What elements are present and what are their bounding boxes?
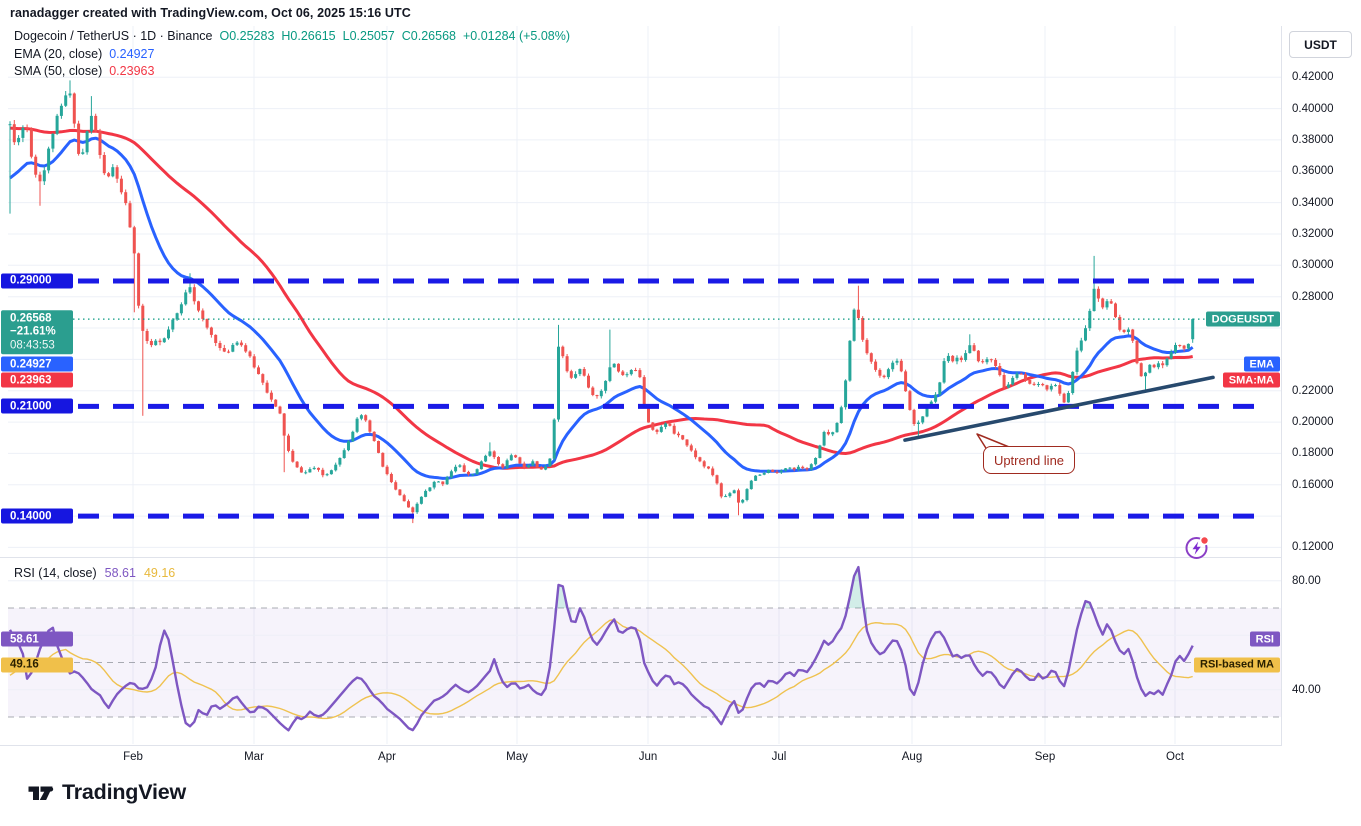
- time-axis-separator: [0, 745, 1361, 746]
- level-badge-014: 0.14000: [1, 508, 73, 524]
- price-tick-label: 0.28000: [1292, 290, 1334, 303]
- rsi-ma-axis-badge: 49.16: [1, 657, 73, 673]
- time-scale[interactable]: Feb Mar Apr May Jun Jul Aug Sep Oct: [0, 746, 1361, 768]
- rsi-line-tag: RSI: [1249, 631, 1280, 647]
- attribution-text: ranadagger created with TradingView.com,…: [10, 6, 411, 20]
- time-axis-month-label: Jun: [638, 751, 658, 763]
- ohlc-low: L0.25057: [342, 29, 395, 43]
- currency-toggle-button[interactable]: USDT: [1289, 31, 1352, 58]
- tradingview-logo[interactable]: TradingView: [27, 779, 186, 806]
- ohlc-change: +0.01284 (+5.08%): [462, 29, 571, 43]
- time-axis-month-label: Feb: [123, 751, 143, 763]
- change-percent-value: −21.61%: [10, 325, 56, 338]
- price-tick-label: 0.32000: [1292, 227, 1334, 240]
- tradingview-logo-text: TradingView: [62, 780, 187, 804]
- rsi-legend-label[interactable]: RSI (14, close): [14, 566, 97, 580]
- symbol-legend[interactable]: Dogecoin / TetherUS · 1D · Binance O0.25…: [14, 28, 570, 81]
- sma-legend-value: 0.23963: [109, 64, 155, 78]
- time-axis-month-label: Oct: [1166, 751, 1184, 763]
- sma-legend-label[interactable]: SMA (50, close): [14, 64, 103, 78]
- price-tick-label: 0.18000: [1292, 447, 1334, 460]
- price-tick-label: 0.20000: [1292, 416, 1334, 429]
- sma-axis-badge: 0.23963: [1, 372, 73, 388]
- level-badge-021: 0.21000: [1, 398, 73, 414]
- level-badge-029: 0.29000: [1, 273, 73, 289]
- price-tick-label: 0.38000: [1292, 133, 1334, 146]
- price-scale-separator: [1281, 26, 1282, 768]
- ohlc-high: H0.26615: [281, 29, 336, 43]
- rsi-legend[interactable]: RSI (14, close) 58.61 49.16: [14, 566, 175, 580]
- price-tick-label: 0.40000: [1292, 102, 1334, 115]
- rsi-ma-legend-value: 49.16: [143, 566, 176, 580]
- uptrend-line-callout[interactable]: Uptrend line: [983, 446, 1075, 474]
- symbol-title[interactable]: Dogecoin / TetherUS · 1D · Binance: [14, 29, 213, 43]
- bar-countdown: 08:43:53: [10, 338, 55, 351]
- ohlc-open: O0.25283: [219, 29, 275, 43]
- ema-line-tag: EMA: [1243, 356, 1280, 372]
- price-tick-label: 0.42000: [1292, 71, 1334, 84]
- price-tick-label: 0.36000: [1292, 165, 1334, 178]
- rsi-ma-line-tag: RSI-based MA: [1194, 657, 1280, 673]
- sma-line-tag: SMA:MA: [1222, 372, 1280, 388]
- price-scale[interactable]: 0.42000 0.40000 0.38000 0.36000 0.34000 0.320…: [1282, 26, 1361, 768]
- time-axis-month-label: Apr: [378, 751, 396, 763]
- pane-separator[interactable]: [0, 557, 1361, 558]
- flash-boost-icon[interactable]: [1182, 532, 1212, 562]
- time-axis-month-label: Jul: [771, 751, 787, 763]
- time-axis-month-label: Sep: [1034, 751, 1056, 763]
- rsi-legend-value: 58.61: [104, 566, 136, 580]
- time-axis-month-label: May: [506, 751, 528, 763]
- time-axis-month-label: Mar: [244, 751, 264, 763]
- ohlc-close: C0.26568: [401, 29, 456, 43]
- time-axis-month-label: Aug: [901, 751, 923, 763]
- price-tick-label: 0.34000: [1292, 196, 1334, 209]
- price-tick-label: 0.22000: [1292, 384, 1334, 397]
- rsi-tick-label: 40.00: [1292, 683, 1321, 696]
- last-price-value: 0.26568: [10, 311, 52, 324]
- ema-legend-value: 0.24927: [109, 46, 155, 61]
- symbol-price-tag: DOGEUSDT: [1205, 311, 1280, 327]
- last-price-axis-badge: 0.26568 −21.61% 08:43:53: [1, 310, 73, 354]
- rsi-axis-badge: 58.61: [1, 631, 73, 647]
- price-tick-label: 0.16000: [1292, 478, 1334, 491]
- price-tick-label: 0.30000: [1292, 259, 1334, 272]
- tradingview-logo-icon: [28, 786, 54, 800]
- price-tick-label: 0.12000: [1292, 541, 1334, 554]
- ema-axis-badge: 0.24927: [1, 356, 73, 372]
- ema-legend-label[interactable]: EMA (20, close): [14, 46, 103, 61]
- rsi-tick-label: 80.00: [1292, 574, 1321, 587]
